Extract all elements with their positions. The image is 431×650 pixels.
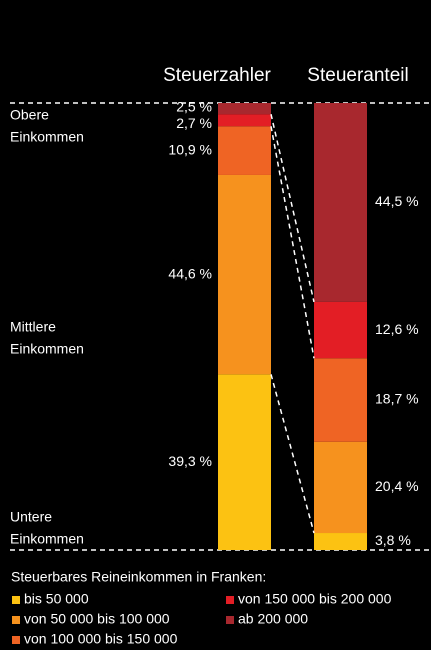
bar-segment: [314, 533, 367, 550]
annotation: Untere: [10, 509, 52, 525]
connector: [270, 126, 315, 359]
legend-label: von 150 000 bis 200 000: [238, 591, 392, 607]
annotation: Mittlere: [10, 319, 56, 335]
value-label: 2,7 %: [176, 115, 212, 131]
column-header: Steuerzahler: [163, 65, 271, 86]
legend-swatch: [226, 596, 234, 604]
value-label: 10,9 %: [168, 141, 212, 157]
annotation: Einkommen: [10, 341, 84, 357]
annotation: Einkommen: [10, 129, 84, 145]
value-label: 3,8 %: [375, 532, 411, 548]
bar-segment: [314, 103, 367, 302]
value-label: 44,6 %: [168, 265, 212, 281]
legend-swatch: [12, 636, 20, 644]
value-label: 44,5 %: [375, 193, 419, 209]
legend-swatch: [12, 616, 20, 624]
bar-segment: [218, 114, 271, 127]
value-label: 39,3 %: [168, 453, 212, 469]
bar-segment: [314, 441, 367, 534]
value-label: 2,5 %: [176, 99, 212, 115]
bar-segment: [314, 301, 367, 359]
bar-segment: [218, 103, 271, 115]
annotation: Obere: [10, 107, 49, 123]
annotation: Einkommen: [10, 531, 84, 547]
legend-label: ab 200 000: [238, 611, 308, 627]
bar-segment: [218, 374, 271, 550]
legend-title: Steuerbares Reineinkommen in Franken:: [11, 569, 266, 585]
value-label: 12,6 %: [375, 321, 419, 337]
column-header: Steueranteil: [307, 65, 408, 86]
legend-label: bis 50 000: [24, 591, 89, 607]
bar-segment: [218, 126, 271, 175]
legend-label: von 100 000 bis 150 000: [24, 631, 178, 647]
bar-segment: [218, 174, 271, 375]
bar-segment: [314, 358, 367, 442]
connector: [270, 374, 315, 534]
legend-label: von 50 000 bis 100 000: [24, 611, 170, 627]
legend-swatch: [12, 596, 20, 604]
value-label: 18,7 %: [375, 391, 419, 407]
legend-swatch: [226, 616, 234, 624]
value-label: 20,4 %: [375, 478, 419, 494]
